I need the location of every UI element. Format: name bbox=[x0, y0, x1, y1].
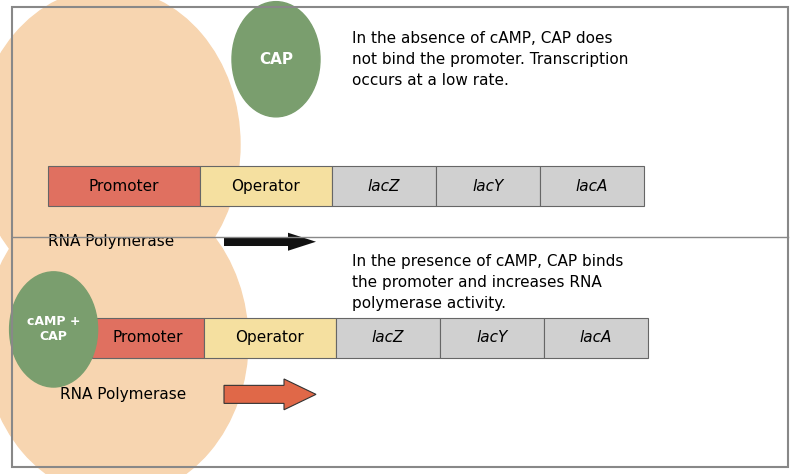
Text: In the absence of cAMP, CAP does
not bind the promoter. Transcription
occurs at : In the absence of cAMP, CAP does not bin… bbox=[352, 31, 628, 88]
Bar bbox=[92, 318, 204, 358]
Bar bbox=[540, 166, 644, 206]
Bar bbox=[544, 318, 648, 358]
Text: lacZ: lacZ bbox=[372, 330, 404, 345]
Text: RNA Polymerase: RNA Polymerase bbox=[60, 387, 186, 402]
Text: cAMP +
CAP: cAMP + CAP bbox=[27, 315, 80, 344]
Bar bbox=[332, 166, 436, 206]
FancyArrow shape bbox=[224, 233, 316, 251]
Text: CAP: CAP bbox=[259, 52, 293, 67]
Text: lacY: lacY bbox=[476, 330, 508, 345]
Text: Operator: Operator bbox=[232, 179, 300, 193]
Bar bbox=[200, 166, 332, 206]
Bar bbox=[436, 166, 540, 206]
Text: lacA: lacA bbox=[576, 179, 608, 193]
Ellipse shape bbox=[0, 0, 240, 301]
Text: Promoter: Promoter bbox=[89, 179, 159, 193]
Text: lacA: lacA bbox=[580, 330, 612, 345]
Ellipse shape bbox=[0, 185, 248, 474]
Bar bbox=[336, 318, 440, 358]
FancyArrow shape bbox=[224, 379, 316, 410]
Text: lacZ: lacZ bbox=[368, 179, 400, 193]
Text: Operator: Operator bbox=[236, 330, 304, 345]
Bar bbox=[204, 318, 336, 358]
Ellipse shape bbox=[10, 272, 98, 387]
Text: RNA Polymerase: RNA Polymerase bbox=[48, 234, 174, 249]
Text: Promoter: Promoter bbox=[113, 330, 183, 345]
Ellipse shape bbox=[232, 1, 320, 117]
Text: In the presence of cAMP, CAP binds
the promoter and increases RNA
polymerase act: In the presence of cAMP, CAP binds the p… bbox=[352, 254, 623, 310]
Text: lacY: lacY bbox=[472, 179, 504, 193]
Bar bbox=[440, 318, 544, 358]
Bar bbox=[48, 166, 200, 206]
